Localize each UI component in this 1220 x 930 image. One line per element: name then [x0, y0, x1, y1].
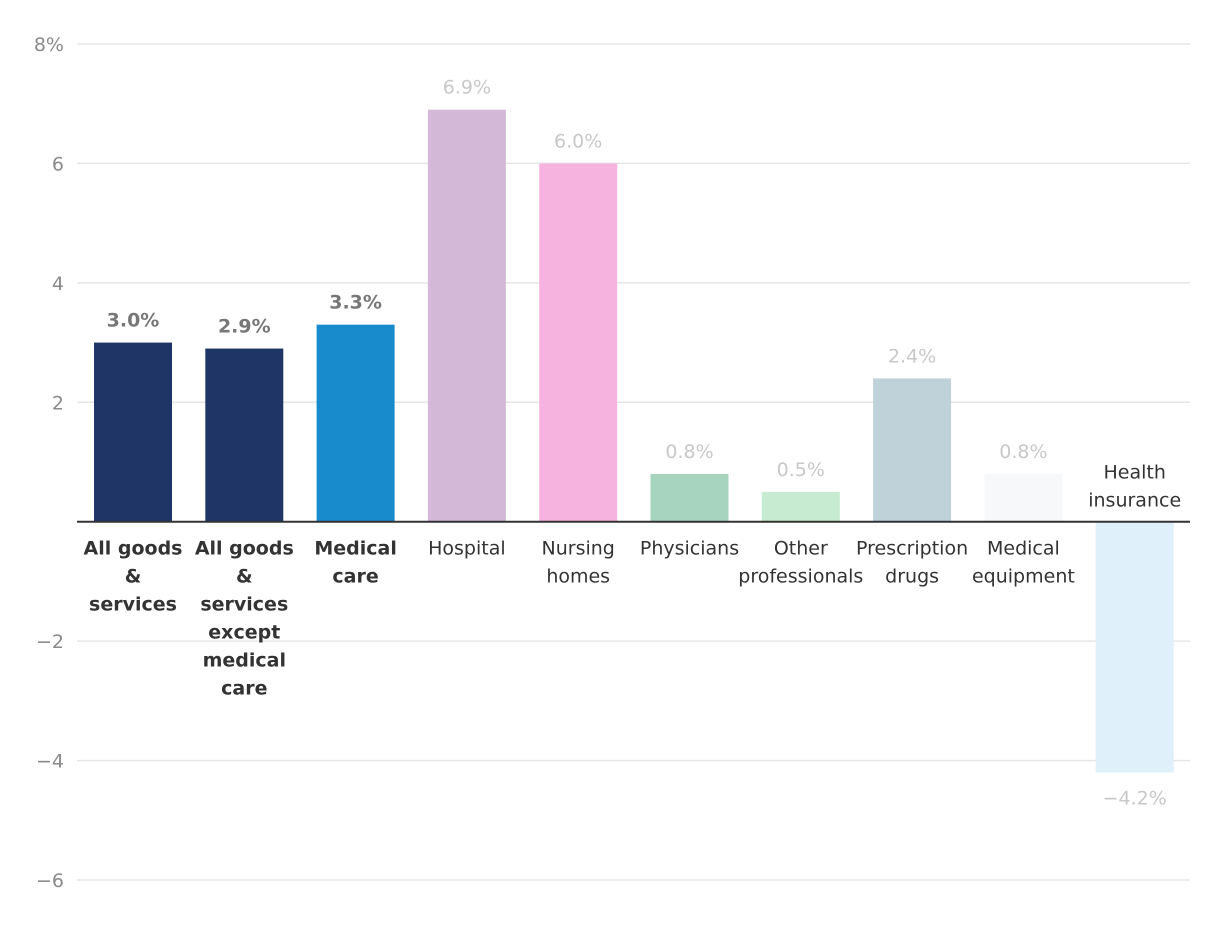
category-label: Health: [1104, 462, 1166, 484]
data-label: 2.9%: [218, 316, 271, 338]
category-label: services: [89, 594, 177, 616]
category-label: except: [208, 622, 280, 644]
data-label: 3.0%: [107, 310, 160, 332]
bar: [316, 324, 395, 522]
data-label: 6.9%: [443, 77, 491, 99]
category-label: Physicians: [640, 538, 739, 560]
data-label: 0.5%: [777, 459, 825, 481]
y-tick-label: 6: [52, 153, 64, 175]
category-label: care: [332, 566, 378, 588]
category-label: homes: [546, 566, 610, 588]
y-tick-label: −4: [36, 751, 64, 773]
category-label: equipment: [972, 566, 1075, 588]
bar: [984, 473, 1063, 522]
category-label: Prescription: [856, 538, 968, 560]
data-label: 6.0%: [554, 130, 602, 152]
bar: [205, 348, 284, 522]
bar: [1095, 521, 1174, 773]
category-label: Nursing: [542, 538, 615, 560]
y-tick-label: 4: [52, 273, 64, 295]
category-label: &: [236, 566, 253, 588]
category-label: All goods: [84, 538, 183, 560]
y-tick-label: 8%: [34, 34, 64, 56]
bar: [539, 163, 618, 522]
category-label: Other: [774, 538, 828, 560]
data-label: 0.8%: [665, 441, 713, 463]
data-label: 3.3%: [329, 292, 382, 314]
category-label: &: [125, 566, 142, 588]
category-label: Hospital: [428, 538, 506, 560]
bars: [94, 109, 1174, 773]
category-label: drugs: [885, 566, 939, 588]
category-label: insurance: [1088, 490, 1181, 512]
bar: [873, 378, 952, 522]
bar: [94, 342, 172, 522]
labels: 3.0% All goods & services 2.9% All goods & serv…: [84, 77, 1182, 810]
category-label: Medical: [987, 538, 1060, 560]
data-label: 2.4%: [888, 345, 936, 367]
y-tick-label: 2: [52, 392, 64, 414]
category-label: medical: [203, 650, 286, 672]
bar: [427, 109, 506, 522]
data-label: 0.8%: [999, 441, 1047, 463]
y-axis-ticks: −6 −4 −2 2 4 6 8%: [34, 34, 64, 892]
data-label: −4.2%: [1103, 788, 1167, 810]
y-tick-label: −2: [36, 631, 64, 653]
category-label: services: [200, 594, 288, 616]
category-label: care: [221, 678, 267, 700]
bar: [761, 491, 840, 522]
y-tick-label: −6: [36, 870, 64, 892]
category-label: professionals: [738, 566, 863, 588]
bar: [650, 473, 729, 522]
category-label: All goods: [195, 538, 294, 560]
category-label: Medical: [314, 538, 397, 560]
